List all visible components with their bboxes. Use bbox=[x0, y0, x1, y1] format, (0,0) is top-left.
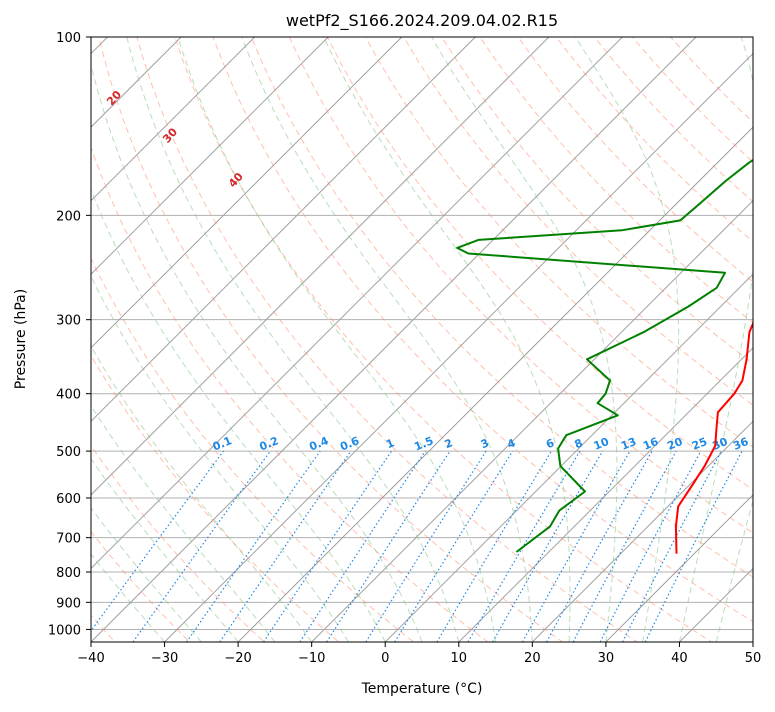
moist-adiabat-line bbox=[91, 345, 313, 642]
dry-adiabat-line bbox=[250, 37, 753, 578]
axes: −40 −30 −20 −10 0 10 20 30 40 50 100 200 300 400 500 60… bbox=[48, 31, 761, 666]
mixing-ratio-line bbox=[326, 450, 451, 642]
mixing-ratio-line bbox=[394, 450, 514, 642]
dry-adiabat-line bbox=[91, 257, 415, 642]
moist-adiabat-line bbox=[715, 498, 753, 642]
chart-title: wetPf2_S166.2024.209.04.02.R15 bbox=[286, 11, 558, 31]
x-tick-label: −40 bbox=[77, 651, 104, 666]
mixing-ratio-label: 20 bbox=[665, 435, 684, 453]
y-tick-label: 100 bbox=[56, 31, 81, 46]
x-tick-label: 0 bbox=[381, 651, 389, 666]
dry-adiabat-line bbox=[91, 146, 489, 642]
background-lines: 0.10.20.40.611.52346810131620253036-100-… bbox=[91, 37, 753, 642]
profile-lines bbox=[456, 158, 753, 554]
dry-adiabat-line bbox=[288, 37, 753, 534]
isotherm-line bbox=[91, 37, 477, 423]
moist-adiabat-line bbox=[91, 275, 349, 642]
dry-adiabat-line bbox=[364, 37, 753, 448]
dry-adiabat-line bbox=[98, 37, 564, 642]
y-tick-label: 700 bbox=[56, 532, 81, 547]
moist-adiabat-line bbox=[177, 37, 497, 642]
moist-adiabat-line bbox=[91, 507, 202, 642]
isotherm-line bbox=[458, 347, 753, 642]
mixing-ratio-line bbox=[644, 450, 743, 642]
mixing-ratio-line bbox=[262, 450, 392, 642]
mixing-ratio-label: 2 bbox=[443, 436, 455, 451]
moist-adiabat-line bbox=[91, 404, 276, 642]
mixing-ratio-label: 25 bbox=[690, 435, 709, 453]
x-tick-label: 30 bbox=[598, 651, 615, 666]
isotherm-line bbox=[91, 37, 697, 642]
isotherm-line bbox=[91, 37, 624, 570]
y-tick-label: 900 bbox=[56, 596, 81, 611]
dry-adiabat-line bbox=[212, 37, 753, 623]
mixing-ratio-label: 8 bbox=[573, 436, 585, 451]
mixing-ratio-label: 13 bbox=[619, 435, 638, 453]
isotherm-line bbox=[91, 37, 256, 202]
isotherm-line bbox=[163, 52, 753, 642]
dry-adiabat-line bbox=[441, 37, 753, 365]
y-tick-label: 800 bbox=[56, 566, 81, 581]
x-tick-label: 20 bbox=[524, 651, 541, 666]
mixing-ratio-label: 10 bbox=[592, 435, 611, 453]
dry-adiabat-line bbox=[136, 37, 639, 642]
dry-adiabat-line bbox=[326, 37, 753, 491]
isotherm-line bbox=[384, 273, 753, 642]
mixing-ratio-line bbox=[572, 450, 677, 642]
x-tick-label: 40 bbox=[671, 651, 688, 666]
mixing-ratio-line bbox=[521, 450, 631, 642]
moist-adiabat-line bbox=[126, 37, 460, 642]
mixing-ratio-label: 3 bbox=[479, 436, 491, 451]
x-tick-label: −20 bbox=[224, 651, 251, 666]
isotherm-line bbox=[91, 37, 550, 496]
mixing-ratio-line bbox=[299, 450, 426, 642]
dewpoint-profile bbox=[456, 158, 753, 553]
x-tick-label: 50 bbox=[745, 651, 762, 666]
isotherm-line bbox=[237, 126, 753, 642]
moist-adiabat-line bbox=[91, 188, 386, 642]
moist-adiabat-line bbox=[431, 37, 618, 642]
moist-adiabat-line bbox=[91, 458, 239, 642]
moist-adiabat-line bbox=[91, 553, 165, 642]
y-axis-label: Pressure (hPa) bbox=[13, 289, 29, 389]
isotherm-line bbox=[91, 37, 182, 128]
dry-adiabat-line bbox=[174, 37, 713, 642]
isotherm-line bbox=[605, 494, 753, 642]
isotherm-line bbox=[531, 420, 753, 642]
y-tick-label: 500 bbox=[56, 445, 81, 460]
y-tick-label: 400 bbox=[56, 388, 81, 403]
x-tick-label: 10 bbox=[451, 651, 468, 666]
isotherm-line bbox=[310, 199, 753, 642]
moist-adiabat-line bbox=[678, 37, 753, 642]
y-tick-label: 600 bbox=[56, 492, 81, 507]
dry-adiabat-line bbox=[91, 530, 191, 642]
y-tick-label: 300 bbox=[56, 314, 81, 329]
mixing-ratio-line bbox=[546, 450, 653, 642]
mixing-ratio-line bbox=[186, 450, 321, 642]
isotherm-line bbox=[91, 37, 403, 349]
dry-adiabat-line bbox=[403, 37, 753, 406]
moist-adiabat-line bbox=[323, 37, 571, 642]
mixing-ratio-label: 36 bbox=[731, 435, 750, 453]
dry-adiabat-line bbox=[91, 444, 265, 642]
dry-adiabat-line bbox=[91, 354, 340, 642]
moist-adiabat-line bbox=[574, 37, 680, 642]
moist-adiabat-line bbox=[241, 37, 533, 642]
temperature-profile bbox=[674, 320, 753, 554]
x-tick-label: −30 bbox=[151, 651, 178, 666]
mixing-ratio-label: 16 bbox=[641, 435, 660, 453]
x-axis-label: Temperature (°C) bbox=[361, 681, 483, 697]
mixing-ratio-label: 1 bbox=[384, 436, 396, 451]
plot-frame bbox=[90, 36, 754, 643]
x-tick-label: −10 bbox=[298, 651, 325, 666]
mixing-ratio-line bbox=[132, 450, 271, 642]
moist-adiabat-line bbox=[91, 62, 423, 642]
y-tick-label: 1000 bbox=[48, 623, 81, 638]
mixing-ratio-line bbox=[219, 450, 352, 642]
y-tick-label: 200 bbox=[56, 209, 81, 224]
mixing-ratio-line bbox=[91, 450, 224, 632]
